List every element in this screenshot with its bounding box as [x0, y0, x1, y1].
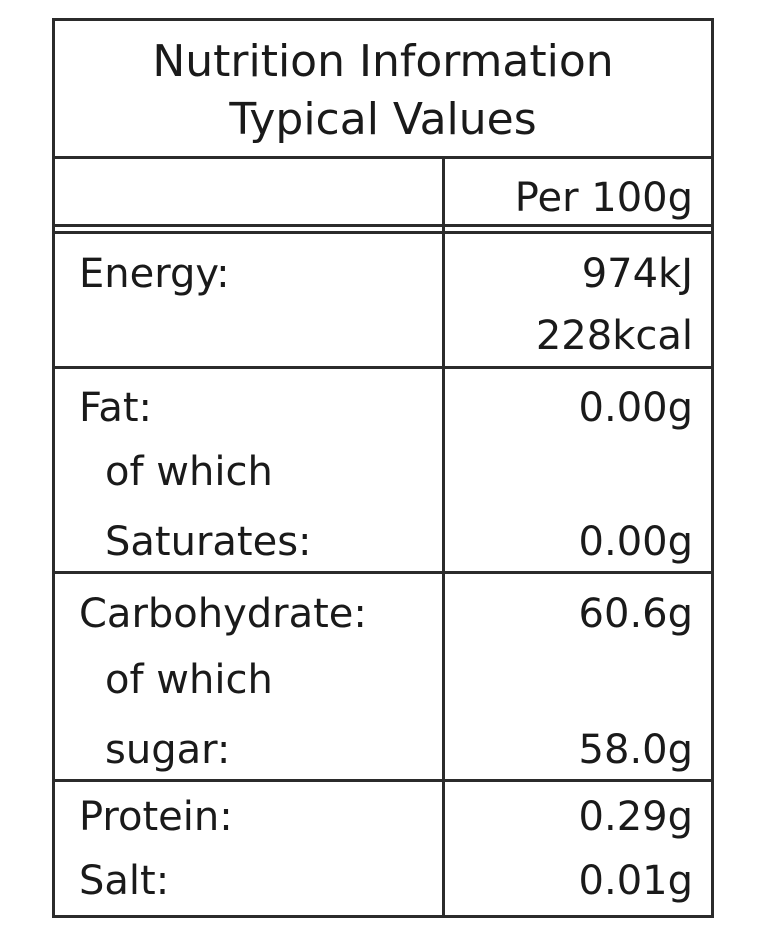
carbohydrate-of-which: of which [105, 657, 273, 703]
title-line-1: Nutrition Information [152, 36, 614, 87]
energy-divider [55, 366, 711, 369]
energy-kcal-value: 228kcal [535, 313, 693, 359]
column-divider [442, 159, 445, 915]
sugar-value: 58.0g [578, 727, 693, 773]
label-title: Nutrition Information Typical Values [55, 21, 711, 159]
protein-value: 0.29g [578, 794, 693, 840]
per-100g-header: Per 100g [514, 175, 693, 221]
energy-kj-value: 974kJ [581, 251, 693, 297]
energy-label: Energy: [79, 251, 230, 297]
fat-value: 0.00g [578, 385, 693, 431]
nutrition-label: Nutrition Information Typical Values Per… [52, 18, 714, 918]
sugar-label: sugar: [105, 727, 231, 773]
header-divider [55, 224, 711, 227]
salt-label: Salt: [79, 858, 170, 904]
carbohydrate-divider [55, 779, 711, 782]
salt-value: 0.01g [578, 858, 693, 904]
saturates-label: Saturates: [105, 519, 312, 565]
protein-label: Protein: [79, 794, 233, 840]
carbohydrate-label: Carbohydrate: [79, 591, 367, 637]
carbohydrate-value: 60.6g [578, 591, 693, 637]
fat-of-which: of which [105, 449, 273, 495]
fat-label: Fat: [79, 385, 153, 431]
saturates-value: 0.00g [578, 519, 693, 565]
title-line-2: Typical Values [229, 94, 537, 145]
fat-divider [55, 571, 711, 574]
